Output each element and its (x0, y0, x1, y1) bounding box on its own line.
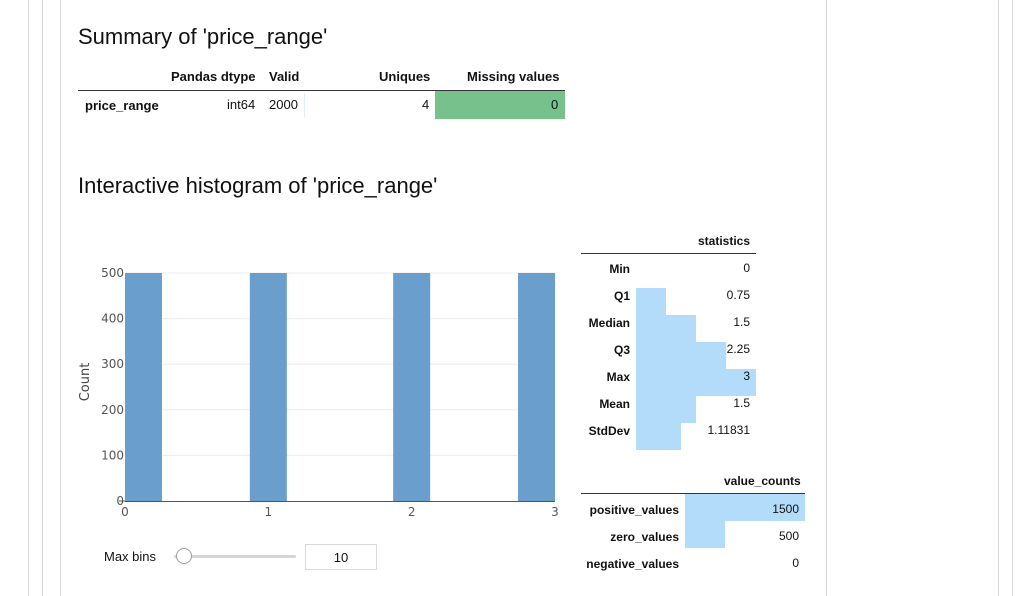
histogram-bar[interactable] (518, 273, 555, 501)
stat-bar-stddev (636, 423, 681, 450)
stat-label-q3: Q3 (613, 343, 630, 357)
histogram-title: Interactive histogram of 'price_range' (78, 173, 438, 198)
stat-label-stddev: StdDev (588, 424, 630, 438)
valid-value: 2000 (269, 97, 298, 112)
frame-line-content-right (826, 0, 827, 596)
col-header-missing: Missing values (467, 69, 560, 84)
value-counts-header-rule (581, 493, 805, 494)
max-bins-slider-track[interactable] (174, 555, 296, 558)
stat-value-stddev: 1.11831 (707, 423, 751, 437)
frame-line-left-outer (28, 0, 29, 596)
row-name-price-range: price_range (85, 98, 159, 113)
max-bins-label: Max bins (104, 549, 157, 564)
value-counts-header: value_counts (724, 474, 801, 488)
histogram-bar[interactable] (125, 273, 162, 501)
y-tick-label: 500 (101, 266, 124, 280)
histogram-bar[interactable] (249, 273, 287, 501)
stat-value-median: 1.5 (733, 315, 750, 329)
stat-value-q3: 2.25 (726, 342, 750, 356)
y-axis-label: Count (78, 363, 93, 402)
frame-line-left-inner (42, 0, 43, 596)
stat-value-q1: 0.75 (726, 288, 750, 302)
col-header-dtype: Pandas dtype (171, 69, 256, 84)
y-tick-label: 200 (101, 403, 124, 417)
stat-bar-median (636, 315, 696, 342)
stat-label-max: Max (606, 370, 630, 384)
stat-bar-mean (636, 396, 696, 423)
x-tick-label: 3 (551, 505, 559, 519)
valid-cell-separator (304, 93, 305, 118)
vc-value-negative-values: 0 (792, 556, 799, 570)
x-tick-label: 2 (408, 505, 416, 519)
y-tick-label: 300 (101, 357, 124, 371)
stat-value-min: 0 (743, 261, 750, 275)
frame-line-right-outer (1012, 0, 1013, 596)
x-tick-label: 0 (121, 505, 129, 519)
frame-line-right-inner (998, 0, 999, 596)
vc-label-positive-values: positive_values (589, 503, 679, 517)
histogram-bar[interactable] (393, 273, 431, 501)
max-bins-input[interactable] (305, 544, 377, 570)
stat-label-min: Min (609, 262, 630, 276)
vc-value-zero-values: 500 (778, 529, 799, 543)
vc-bar-zero-values (685, 521, 725, 548)
stat-label-mean: Mean (599, 397, 630, 411)
stat-value-max: 3 (743, 369, 750, 383)
stat-bar-q3 (636, 342, 726, 369)
uniques-value: 4 (422, 97, 430, 112)
histogram-chart: 0 100 200 300 400 500 0 1 2 3 Count (78, 266, 559, 519)
stat-label-median: Median (588, 316, 630, 330)
col-header-valid: Valid (269, 69, 300, 84)
stat-bar-q1 (636, 288, 666, 315)
y-tick-label: 400 (101, 312, 124, 326)
missing-values-cell (435, 91, 565, 119)
stat-value-mean: 1.5 (733, 396, 750, 410)
max-bins-slider-handle[interactable] (176, 548, 192, 564)
y-tick-label: 100 (101, 448, 124, 462)
missing-value: 0 (551, 97, 559, 112)
vc-label-zero-values: zero_values (610, 530, 679, 544)
summary-title: Summary of 'price_range' (78, 24, 328, 49)
statistics-header: statistics (698, 234, 751, 248)
col-header-uniques: Uniques (379, 69, 431, 84)
vc-label-negative-values: negative_values (586, 557, 679, 571)
vc-value-positive-values: 1500 (772, 502, 799, 516)
vc-bar-positive-values (685, 494, 805, 521)
summary-header-rule (78, 90, 565, 91)
statistics-header-rule (581, 253, 756, 254)
stat-bar-max (636, 369, 756, 396)
x-tick-label: 1 (265, 505, 273, 519)
frame-line-content-left (60, 0, 61, 596)
y-tick-label: 0 (116, 494, 124, 508)
dtype-value: int64 (227, 97, 256, 112)
stat-label-q1: Q1 (613, 289, 630, 303)
